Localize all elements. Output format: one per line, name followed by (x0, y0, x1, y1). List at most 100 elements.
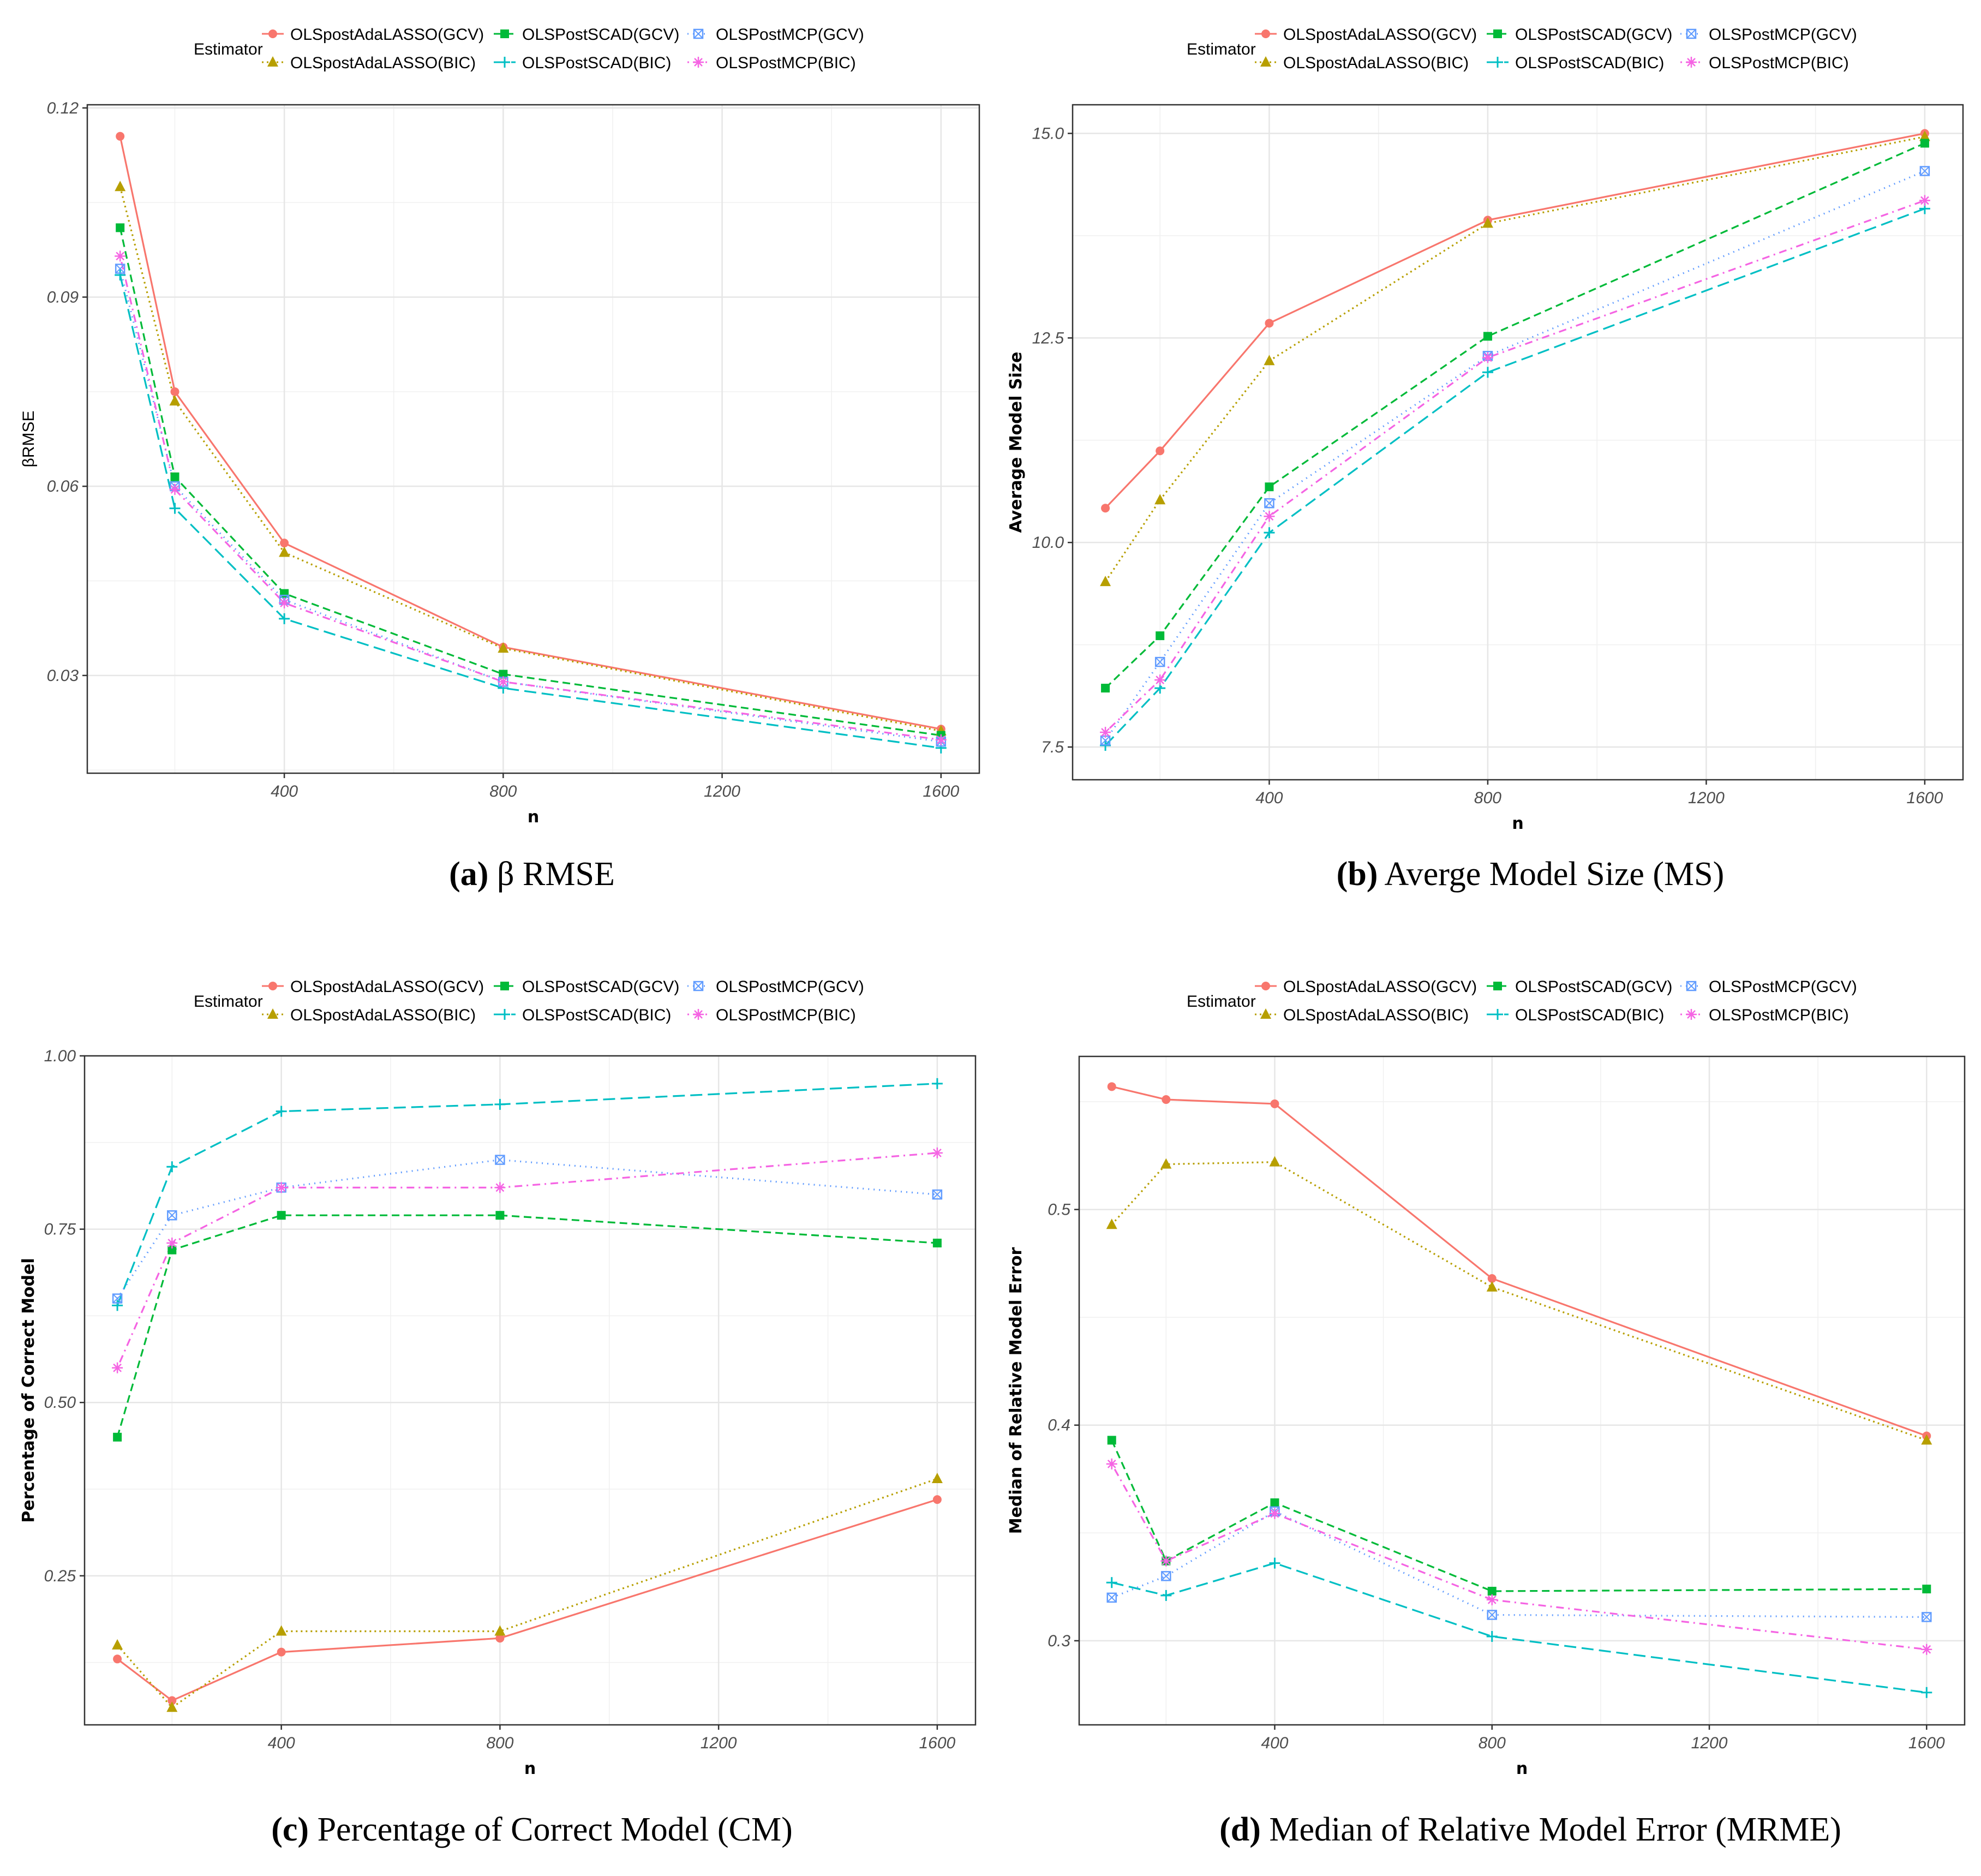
legend-key-asterisk-icon (1686, 1009, 1697, 1020)
data-point (931, 1078, 943, 1089)
x-tick-label: 1200 (701, 1734, 737, 1752)
data-point (495, 1155, 505, 1165)
chart-panel-2: Estimator OLSpostAdaLASSO(GCV) OLSpostAdaL… (19, 978, 977, 1778)
data-point (1486, 1281, 1498, 1292)
x-tick-label: 400 (1255, 789, 1283, 807)
caption-d: (d) Median of Relative Model Error (MRME… (1039, 1811, 1981, 1849)
data-point (1107, 1436, 1116, 1445)
legend-key-circle-icon (1261, 982, 1270, 990)
x-tick-label: 1600 (1908, 1734, 1945, 1752)
legend-label: OLSpostAdaLASSO(BIC) (1283, 54, 1469, 72)
x-axis: 400 800 1200 1600 n (1261, 1725, 1945, 1778)
legend-key-square-icon (1493, 29, 1502, 38)
legend-item: OLSPostSCAD(BIC) (1487, 1006, 1664, 1024)
legend-key-square-icon (500, 982, 509, 990)
y-tick-label: 0.12 (47, 99, 79, 117)
y-tick-label: 0.50 (44, 1394, 76, 1412)
data-point (115, 270, 126, 281)
data-point (1487, 1610, 1497, 1620)
data-point (167, 1245, 177, 1254)
y-axis-title: Percentage of Correct Model (19, 1258, 38, 1522)
data-point (1100, 576, 1111, 587)
data-point (1482, 217, 1493, 228)
data-point (1154, 674, 1166, 686)
legend-label: OLSpostAdaLASSO(GCV) (290, 26, 484, 44)
caption-c: (c) Percentage of Correct Model (CM) (41, 1811, 1023, 1849)
legend-key-plus-icon (1492, 57, 1503, 68)
legend-label: OLSpostAdaLASSO(BIC) (1283, 1006, 1469, 1024)
y-tick-label: 7.5 (1041, 738, 1064, 756)
data-point (280, 539, 289, 548)
legend-item: OLSpostAdaLASSO(BIC) (262, 1006, 476, 1024)
data-point (1265, 319, 1274, 328)
series-line (1104, 199, 1925, 733)
data-point (169, 503, 181, 514)
legend-label: OLSPostSCAD(BIC) (1515, 1006, 1664, 1024)
data-point (1161, 1571, 1171, 1581)
y-tick-label: 1.00 (44, 1047, 76, 1065)
panel-border (83, 1055, 977, 1726)
data-point (1265, 482, 1274, 492)
data-point (1921, 1687, 1932, 1698)
data-point (499, 670, 508, 679)
caption-c-text: Percentage of Correct Model (CM) (317, 1811, 793, 1848)
x-tick-label: 400 (1261, 1734, 1288, 1752)
y-axis-title: Median of Relative Model Error (1007, 1247, 1026, 1534)
x-tick-label: 400 (271, 782, 298, 800)
x-tick-label: 1200 (1688, 789, 1725, 807)
legend-key-triangle-icon (1260, 1008, 1271, 1019)
data-point (494, 1182, 506, 1193)
plot-background (1073, 105, 1963, 780)
data-point (166, 1161, 178, 1173)
y-axis: 7.5 10.0 12.5 15.0 Average Model Size (1007, 124, 1073, 756)
x-tick-label: 1600 (1907, 789, 1943, 807)
legend-label: OLSPostSCAD(GCV) (1515, 26, 1672, 44)
legend-item: OLSPostSCAD(GCV) (494, 978, 679, 996)
legend-label: OLSPostSCAD(GCV) (1515, 978, 1672, 996)
legend-item: OLSPostMCP(BIC) (1680, 1006, 1849, 1024)
x-axis-title: n (528, 808, 539, 827)
series-line (1111, 1161, 1927, 1441)
caption-b-text: Averge Model Size (MS) (1384, 856, 1725, 893)
data-point (1922, 1612, 1932, 1622)
series-line (1111, 1510, 1927, 1618)
data-point (1922, 1585, 1931, 1594)
data-point (1162, 1095, 1171, 1104)
plot-background (85, 1056, 975, 1725)
data-point (1270, 1099, 1279, 1108)
legend-item: OLSPostMCP(GCV) (1680, 978, 1857, 996)
legend-key-triangle-icon (267, 56, 278, 67)
y-tick-label: 0.06 (47, 477, 79, 495)
y-tick-label: 15.0 (1032, 124, 1064, 142)
series-line (1111, 1562, 1927, 1694)
data-point (1160, 1158, 1172, 1169)
y-tick-label: 0.5 (1048, 1201, 1070, 1219)
legend-key-asterisk-icon (693, 57, 704, 68)
series-line (1104, 142, 1925, 689)
data-point (931, 1147, 943, 1158)
data-point (495, 1634, 505, 1643)
data-point (276, 1625, 287, 1636)
legend: Estimator OLSpostAdaLASSO(GCV) OLSpostAdaL… (194, 978, 864, 1024)
data-point (166, 1238, 178, 1249)
x-tick-label: 400 (268, 1734, 295, 1752)
data-point (1160, 1555, 1172, 1567)
data-point (169, 395, 181, 406)
legend-label: OLSpostAdaLASSO(GCV) (1283, 978, 1477, 996)
data-point (1107, 1082, 1116, 1091)
data-point (1264, 511, 1275, 522)
legend-label: OLSPostSCAD(BIC) (1515, 54, 1664, 72)
legend-label: OLSPostMCP(GCV) (716, 26, 864, 44)
legend-label: OLSPostSCAD(BIC) (522, 54, 671, 72)
legend-label: OLSPostMCP(BIC) (1709, 1006, 1849, 1024)
legend-key-squarecross-icon (1686, 28, 1697, 39)
y-tick-label: 10.0 (1032, 534, 1064, 552)
data-point (112, 1362, 123, 1373)
legend-key-plus-icon (499, 1009, 510, 1020)
data-point (1920, 139, 1929, 148)
series-line (116, 1158, 937, 1299)
panel-border (86, 104, 980, 774)
legend-key-triangle-icon (267, 1008, 278, 1019)
caption-a: (a) β RMSE (41, 855, 1023, 894)
